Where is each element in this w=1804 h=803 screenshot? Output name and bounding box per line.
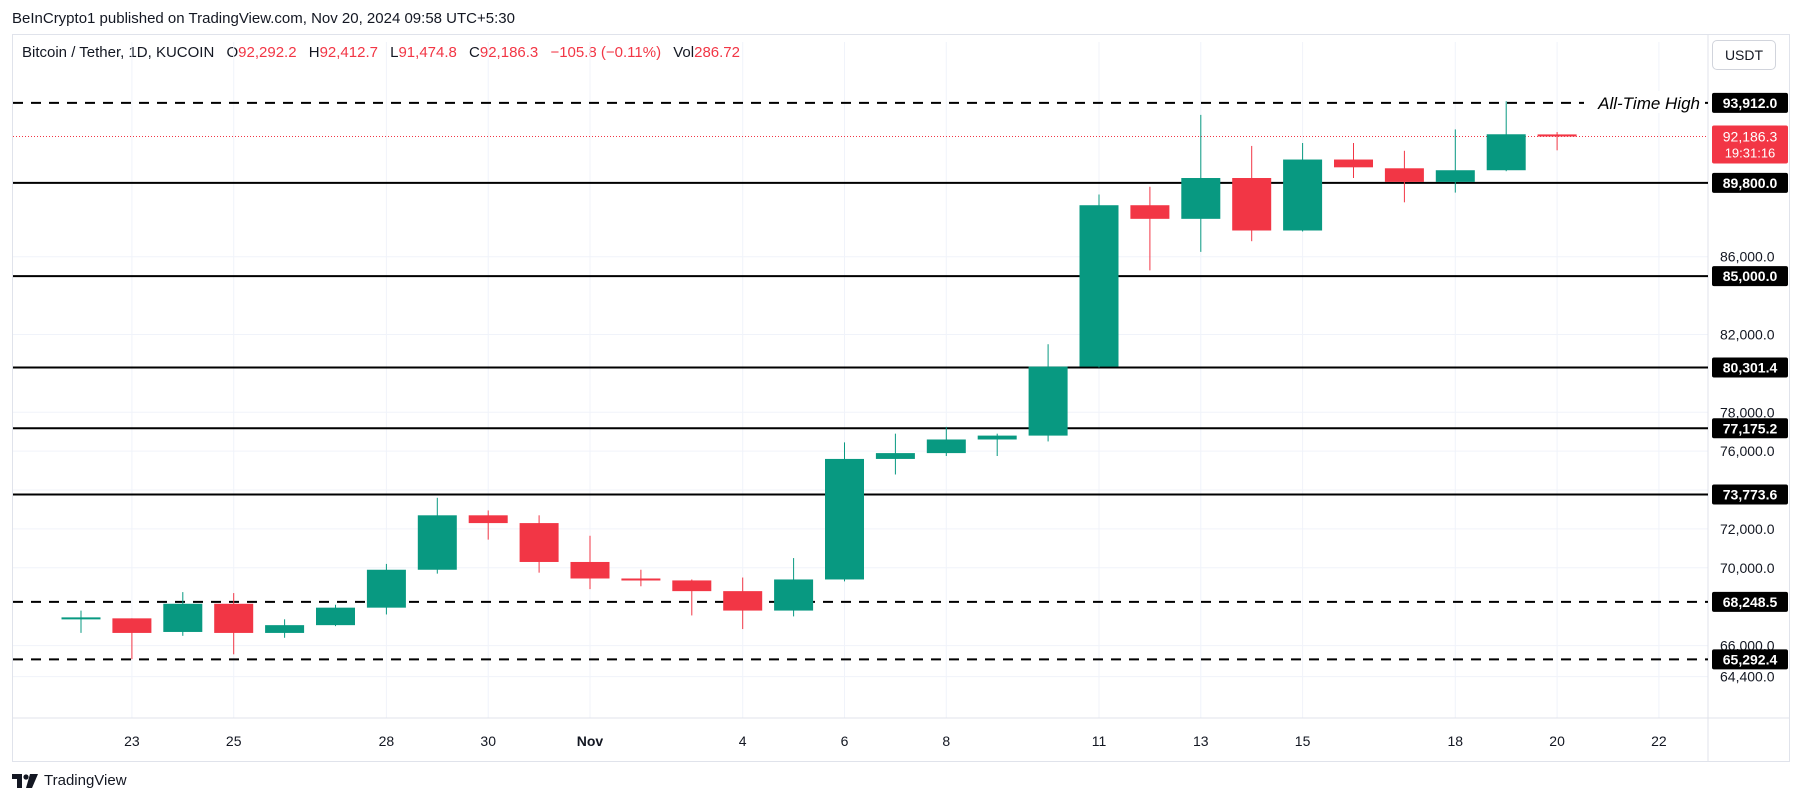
footer-brand[interactable]: TradingView: [44, 772, 127, 789]
volume-value: 286.72: [694, 44, 740, 61]
change-value: −105.8 (−0.11%): [550, 44, 662, 61]
high-label: H: [308, 44, 320, 61]
symbol-name: Bitcoin / Tether, 1D, KUCOIN: [22, 44, 215, 61]
low-value: 91,474.8: [398, 44, 457, 61]
currency-button[interactable]: USDT: [1712, 40, 1776, 70]
close-label: C: [469, 44, 480, 61]
low-label: L: [390, 44, 399, 61]
footer: TradingView: [12, 772, 127, 789]
high-value: 92,412.7: [319, 44, 378, 61]
open-value: 92,292.2: [238, 44, 297, 61]
volume-label: Vol: [673, 44, 695, 61]
published-caption: BeInCrypto1 published on TradingView.com…: [12, 10, 515, 27]
symbol-legend: Bitcoin / Tether, 1D, KUCOIN O92,292.2 H…: [22, 44, 740, 61]
open-label: O: [226, 44, 239, 61]
close-value: 92,186.3: [479, 44, 539, 61]
chart-frame: [12, 34, 1790, 762]
tradingview-logo-icon: [12, 773, 38, 788]
